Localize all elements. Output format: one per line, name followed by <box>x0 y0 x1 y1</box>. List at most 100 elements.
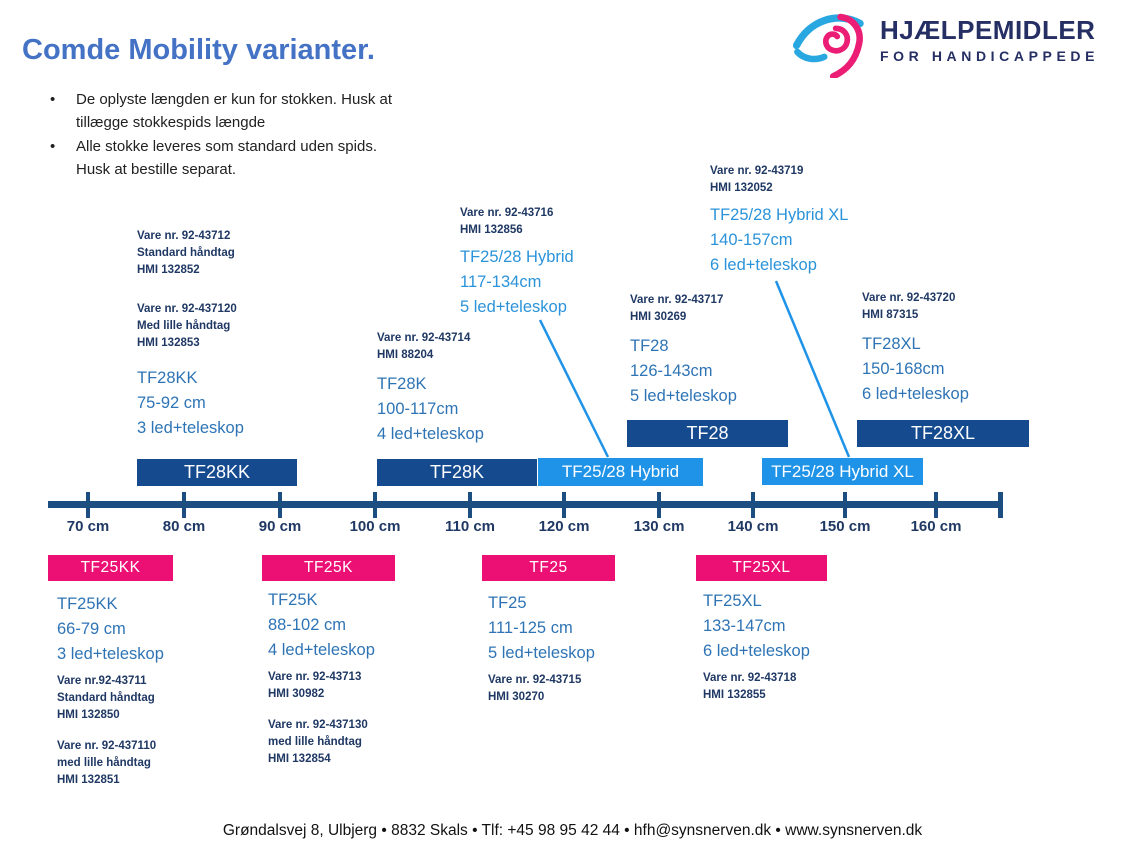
ruler-tick <box>182 492 186 518</box>
product-range: 66-79 cm <box>57 620 126 638</box>
ruler-tick-label: 100 cm <box>349 518 401 535</box>
ruler-tick-label: 130 cm <box>633 518 685 535</box>
hmi-number: HMI 132854 <box>268 753 331 765</box>
vare-number: Vare nr. 92-43713 <box>268 671 362 683</box>
hmi-number: HMI 30270 <box>488 691 545 703</box>
ruler-tick-label: 120 cm <box>538 518 590 535</box>
ruler-tick <box>468 492 472 518</box>
intro-bullet-list: De oplyste længden er kun for stokken. H… <box>42 88 412 182</box>
product-name: TF28KK <box>137 369 198 387</box>
handle-type: med lille håndtag <box>268 736 362 748</box>
product-range: 150-168cm <box>862 360 945 378</box>
vare-number: Vare nr. 92-43717 <box>630 294 724 306</box>
annotation-tf25k: TF25K 88-102 cm 4 led+teleskop Vare nr. … <box>268 588 375 768</box>
product-segments: 6 led+teleskop <box>862 385 969 403</box>
annotation-hybridxl: Vare nr. 92-43719 HMI 132052 TF25/28 Hyb… <box>710 163 848 278</box>
measurement-ruler <box>48 501 1003 508</box>
annotation-tf28k: Vare nr. 92-43714 HMI 88204 TF28K 100-11… <box>377 330 484 447</box>
handle-type: Standard håndtag <box>137 247 235 259</box>
hmi-number: HMI 132052 <box>710 182 773 194</box>
product-segments: 4 led+teleskop <box>268 641 375 659</box>
range-box-tf28: TF28 <box>627 420 788 447</box>
annotation-tf28xl: Vare nr. 92-43720 HMI 87315 TF28XL 150-1… <box>862 290 969 407</box>
product-segments: 5 led+teleskop <box>488 644 595 662</box>
ruler-tick <box>373 492 377 518</box>
logo-wordmark: HJÆLPEMIDLER FOR HANDICAPPEDE <box>880 16 1099 66</box>
page-title: Comde Mobility varianter. <box>22 34 375 66</box>
bullet-item: De oplyste længden er kun for stokken. H… <box>42 88 412 134</box>
vare-number: Vare nr. 92-43720 <box>862 292 956 304</box>
hmi-number: HMI 132856 <box>460 224 523 236</box>
product-name: TF25/28 Hybrid XL <box>710 206 849 224</box>
range-box-tf28xl: TF28XL <box>857 420 1029 447</box>
product-name: TF28K <box>377 375 427 393</box>
hmi-number: HMI 30269 <box>630 311 687 323</box>
ruler-tick-label: 140 cm <box>727 518 779 535</box>
ruler-tick <box>751 492 755 518</box>
handle-type: Med lille håndtag <box>137 320 231 332</box>
product-range: 75-92 cm <box>137 394 206 412</box>
ruler-tick <box>86 492 90 518</box>
bullet-item: Alle stokke leveres som standard uden sp… <box>42 135 412 181</box>
vare-number: Vare nr. 92-43719 <box>710 165 804 177</box>
ruler-tick-label: 150 cm <box>819 518 871 535</box>
product-name: TF25 <box>488 594 527 612</box>
vare-number: Vare nr. 92-43712 <box>137 230 231 242</box>
vare-number: Vare nr. 92-43714 <box>377 332 471 344</box>
product-segments: 6 led+teleskop <box>710 256 817 274</box>
ruler-tick-label: 160 cm <box>910 518 962 535</box>
hmi-number: HMI 132853 <box>137 337 200 349</box>
range-box-tf28k: TF28K <box>377 459 537 486</box>
hmi-number: HMI 87315 <box>862 309 919 321</box>
bullet-text: Alle stokke leveres som standard uden sp… <box>76 138 377 178</box>
product-segments: 6 led+teleskop <box>703 642 810 660</box>
eye-spiral-logo-icon <box>792 8 875 80</box>
handle-type: Standard håndtag <box>57 692 155 704</box>
vare-number: Vare nr. 92-437130 <box>268 719 368 731</box>
vare-number: Vare nr.92-43711 <box>57 675 147 687</box>
hmi-number: HMI 30982 <box>268 688 325 700</box>
product-range: 111-125 cm <box>488 619 573 637</box>
product-name: TF25XL <box>703 592 762 610</box>
vare-number: Vare nr. 92-437110 <box>57 740 157 752</box>
range-box-hybrid: TF25/28 Hybrid <box>538 458 703 486</box>
ruler-tick-label: 110 cm <box>444 518 496 535</box>
bullet-text: De oplyste længden er kun for stokken. H… <box>76 91 392 131</box>
footer-contact-line: Grøndalsvej 8, Ulbjerg • 8832 Skals • Tl… <box>222 822 923 839</box>
product-range: 117-134cm <box>460 273 542 291</box>
hmi-number: HMI 132850 <box>57 709 120 721</box>
product-name: TF25/28 Hybrid <box>460 248 574 266</box>
product-range: 133-147cm <box>703 617 786 635</box>
product-segments: 3 led+teleskop <box>57 645 164 663</box>
annotation-hybrid: Vare nr. 92-43716 HMI 132856 TF25/28 Hyb… <box>460 205 574 320</box>
product-name: TF28 <box>630 337 669 355</box>
hmi-number: HMI 132851 <box>57 774 120 786</box>
brand-name: HJÆLPEMIDLER <box>880 15 1096 45</box>
annotation-tf25kk: TF25KK 66-79 cm 3 led+teleskop Vare nr.9… <box>57 592 164 789</box>
ruler-tick <box>562 492 566 518</box>
range-box-tf28kk: TF28KK <box>137 459 297 486</box>
range-box-tf25xl: TF25XL <box>696 555 827 581</box>
annotation-tf25xl: TF25XL 133-147cm 6 led+teleskop Vare nr.… <box>703 589 810 704</box>
range-box-tf25: TF25 <box>482 555 615 581</box>
ruler-tick-label: 70 cm <box>66 518 110 535</box>
brand-tagline: FOR HANDICAPPEDE <box>880 48 1100 64</box>
vare-number: Vare nr. 92-43718 <box>703 672 797 684</box>
product-segments: 4 led+teleskop <box>377 425 484 443</box>
range-box-tf25k: TF25K <box>262 555 395 581</box>
ruler-tick <box>934 492 938 518</box>
ruler-tick <box>278 492 282 518</box>
product-name: TF25K <box>268 591 318 609</box>
vare-number: Vare nr. 92-43715 <box>488 674 582 686</box>
product-range: 126-143cm <box>630 362 713 380</box>
hmi-number: HMI 132852 <box>137 264 200 276</box>
product-range: 140-157cm <box>710 231 793 249</box>
product-segments: 5 led+teleskop <box>630 387 737 405</box>
ruler-tick <box>843 492 847 518</box>
product-name: TF28XL <box>862 335 921 353</box>
range-box-hybridxl: TF25/28 Hybrid XL <box>762 458 923 485</box>
ruler-tick-label: 90 cm <box>258 518 302 535</box>
annotation-tf28: Vare nr. 92-43717 HMI 30269 TF28 126-143… <box>630 292 737 409</box>
ruler-tick <box>657 492 661 518</box>
